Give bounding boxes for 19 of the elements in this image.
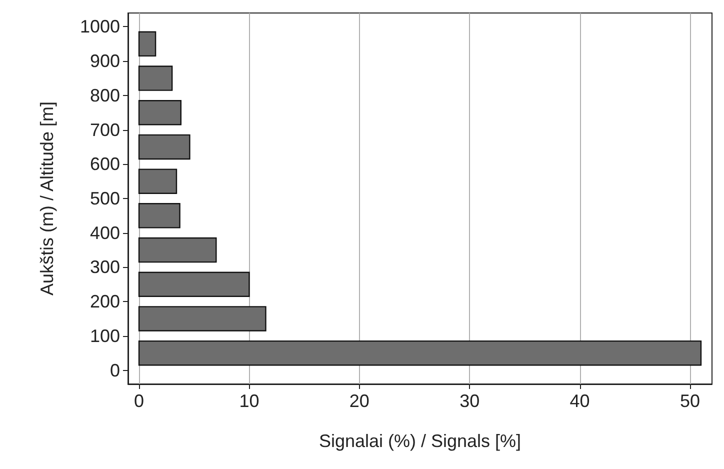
x-tick-label: 30: [460, 391, 480, 411]
y-tick-label: 1000: [80, 16, 120, 37]
y-tick-label: 100: [90, 326, 120, 346]
x-tick-label: 50: [680, 391, 700, 411]
y-tick-label: 0: [110, 360, 120, 380]
x-tick-label: 10: [239, 391, 260, 411]
x-tick-label: 20: [349, 391, 370, 411]
y-tick-label: 400: [90, 222, 120, 243]
y-tick-label: 200: [90, 292, 120, 312]
y-tick-label: 500: [90, 188, 120, 208]
y-tick-label: 800: [90, 85, 120, 106]
y-axis-title: Aukštis (m) / Altitude [m]: [37, 101, 57, 296]
y-tick-label: 600: [90, 154, 120, 174]
y-tick-label: 900: [90, 51, 120, 72]
y-tick-label: 300: [90, 257, 120, 278]
y-tick-label: 700: [90, 120, 120, 140]
x-tick-label: 40: [570, 391, 590, 411]
x-axis-title: Signalai (%) / Signals [%]: [318, 431, 522, 451]
x-tick-label: 0: [134, 391, 144, 411]
